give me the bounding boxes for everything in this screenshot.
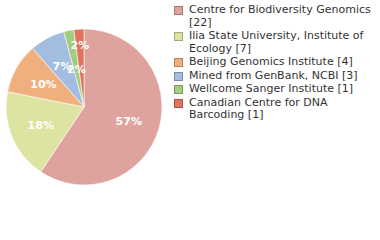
data-label: 2%: [67, 63, 86, 76]
legend-item: Wellcome Sanger Institute [1]: [174, 83, 378, 96]
legend-label: Beijing Genomics Institute [4]: [189, 56, 371, 69]
legend-label: Canadian Centre for DNA Barcoding [1]: [189, 97, 371, 122]
slice-labels: 57%18%10%7%2%2%: [28, 39, 142, 132]
legend-item: Centre for Biodiversity Genomics [22]: [174, 4, 378, 29]
legend-label: Wellcome Sanger Institute [1]: [189, 83, 371, 96]
legend-swatch: [174, 85, 183, 94]
legend-item: Mined from GenBank, NCBI [3]: [174, 70, 378, 83]
data-label: 18%: [28, 119, 54, 132]
legend: Centre for Biodiversity Genomics [22]Ili…: [174, 4, 378, 123]
legend-swatch: [174, 6, 183, 15]
legend-swatch: [174, 99, 183, 108]
slices: [6, 29, 162, 185]
legend-item: Ilia State University, Institute of Ecol…: [174, 30, 378, 55]
legend-label: Ilia State University, Institute of Ecol…: [189, 30, 371, 55]
data-label: 2%: [71, 39, 90, 52]
data-label: 57%: [116, 115, 142, 128]
legend-swatch: [174, 72, 183, 81]
legend-item: Canadian Centre for DNA Barcoding [1]: [174, 97, 378, 122]
legend-swatch: [174, 58, 183, 67]
data-label: 10%: [30, 78, 56, 91]
legend-swatch: [174, 32, 183, 41]
legend-label: Centre for Biodiversity Genomics [22]: [189, 4, 371, 29]
legend-item: Beijing Genomics Institute [4]: [174, 56, 378, 69]
legend-label: Mined from GenBank, NCBI [3]: [189, 70, 371, 83]
